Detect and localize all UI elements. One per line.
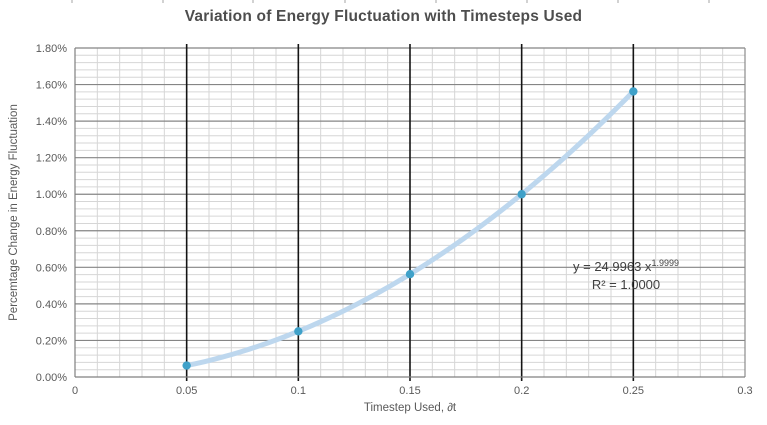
data-point-marker — [405, 269, 415, 279]
y-tick-label: 0.40% — [36, 299, 67, 311]
data-point-marker — [294, 327, 303, 336]
data-point-marker — [182, 361, 191, 370]
major-vertical-gridlines — [185, 44, 635, 381]
y-axis-tick-labels: 0.00% 0.20% 0.40% 0.60% 0.80% 1.00% 1.20% 1.40%… — [36, 43, 67, 384]
x-axis-tick-labels: 0 0.05 0.1 0.15 0.2 0.25 0.3 — [72, 385, 753, 397]
x-tick-label: 0.1 — [291, 385, 306, 397]
x-tick-label: 0.3 — [737, 385, 752, 397]
data-points — [182, 87, 638, 370]
x-axis-title: Timestep Used, ∂t — [364, 402, 457, 414]
data-point-marker — [629, 87, 638, 96]
y-tick-label: 1.80% — [36, 43, 67, 55]
x-tick-label: 0.2 — [514, 385, 529, 397]
y-tick-label: 1.00% — [36, 189, 67, 201]
trendline-equation-line: y = 24.9963 x1.9999 — [573, 258, 679, 274]
chart-title: Variation of Energy Fluctuation with Tim… — [184, 8, 583, 25]
y-tick-label: 0.00% — [36, 372, 67, 384]
y-tick-label: 1.20% — [36, 153, 67, 165]
y-tick-label: 0.60% — [36, 262, 67, 274]
x-tick-label: 0.05 — [176, 385, 197, 397]
trendline-r-squared: R² = 1.0000 — [592, 277, 660, 292]
trendline-equation: y = 24.9963 x1.9999 R² = 1.0000 — [573, 258, 679, 292]
data-point-marker — [517, 190, 526, 199]
y-tick-label: 1.40% — [36, 116, 67, 128]
y-tick-label: 0.80% — [36, 226, 67, 238]
x-tick-label: 0 — [72, 385, 78, 397]
x-tick-label: 0.15 — [399, 385, 420, 397]
y-axis-title: Percemtage Change in Energy Fluctuation — [8, 104, 20, 321]
y-tick-label: 0.20% — [36, 335, 67, 347]
top-edge-marks — [71, 0, 710, 3]
x-tick-label: 0.25 — [623, 385, 644, 397]
y-tick-label: 1.60% — [36, 80, 67, 92]
